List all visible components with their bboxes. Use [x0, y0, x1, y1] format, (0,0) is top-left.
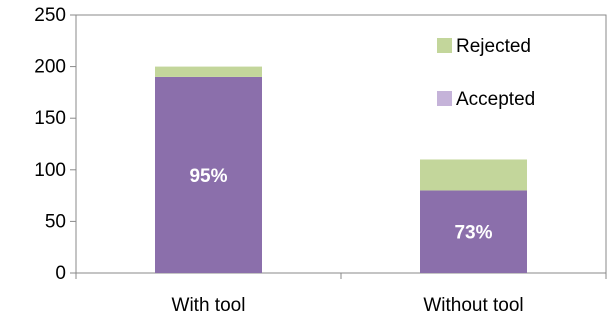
bar-accepted-1 [155, 76, 262, 273]
y-tick-label: 150 [34, 108, 66, 129]
legend-swatch-rejected [437, 38, 452, 53]
y-tick-label: 100 [34, 160, 66, 181]
bar-accepted-2 [420, 190, 527, 273]
data-label: 73% [454, 223, 492, 244]
legend-label-accepted: Accepted [456, 89, 535, 110]
bars: 95% 73% [155, 66, 527, 273]
bar-rejected-1 [155, 66, 262, 77]
legend-label-rejected: Rejected [456, 36, 531, 57]
bar-rejected-2 [420, 159, 527, 191]
x-category-label: Without tool [423, 295, 523, 316]
y-tick-label: 50 [45, 211, 66, 232]
y-tick-label: 0 [55, 263, 66, 284]
y-axis-ticks: 0 50 100 150 200 250 [34, 5, 76, 284]
legend: Rejected Accepted [437, 36, 535, 110]
x-category-label: With tool [172, 295, 246, 316]
data-label: 95% [189, 166, 227, 187]
y-tick-label: 250 [34, 5, 66, 26]
x-axis: With tool Without tool [75, 273, 607, 316]
legend-swatch-accepted [437, 91, 452, 106]
y-tick-label: 200 [34, 57, 66, 78]
